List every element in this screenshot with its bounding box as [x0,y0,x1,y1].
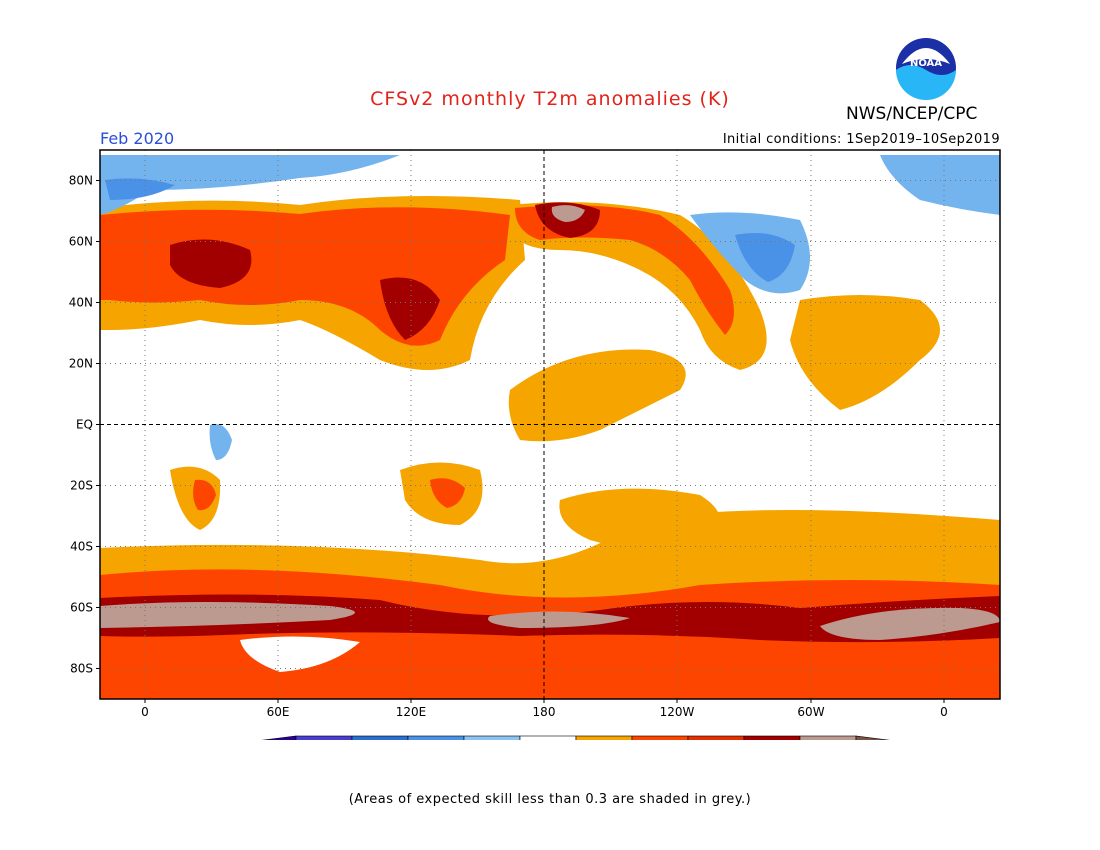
africa-strong-warm [193,479,216,511]
chart-title: CFSv2 monthly T2m anomalies (K) [370,88,730,110]
longitude-labels: 0 60E 120E 180 120W 60W 0 [141,699,948,719]
lat-label: 40S [70,540,93,554]
arctic-cool-west [100,155,400,215]
lon-label: 0 [141,705,149,719]
south-pacific-warm [559,488,720,549]
canada-very-cool [735,232,795,282]
colorbar-segment [687,735,745,740]
latitude-labels: 80N 60N 40N 20N EQ 20S 40S 60S 80S [69,174,100,676]
colorbar: −4−3−2−1−0.50.51234 [261,735,891,740]
north-atlantic-warm [790,295,940,410]
colorbar-segment [743,735,801,740]
australia-strong-warm [430,478,465,508]
map-gridlines [100,150,1000,699]
lat-label: 80S [70,662,93,676]
bering-extreme-warm [551,205,585,222]
southern-extreme-warm-2 [488,611,630,628]
lon-label: 0 [940,705,948,719]
colorbar-arrow-low [261,735,297,740]
agency-label: NWS/NCEP/CPC [846,104,978,124]
lon-label: 60E [267,705,290,719]
north-pacific-warm [510,202,767,370]
colorbar-segment [351,735,409,740]
lat-label: 20S [70,479,93,493]
colorbar-segment [463,735,521,740]
colorbar-segment [575,735,633,740]
lat-label: EQ [76,418,93,432]
lat-label: 60S [70,601,93,615]
arctic-very-cool-west [105,178,175,200]
colorbar-arrow-high [855,735,891,740]
eurasia-very-warm-1 [170,239,252,288]
noaa-logo: NOAA [896,38,956,100]
lat-label: 60N [69,235,93,249]
lat-label: 20N [69,357,93,371]
noaa-logo-text: NOAA [910,58,942,69]
lon-label: 60W [797,705,824,719]
southern-extreme-warm-3 [820,607,1000,640]
colorbar-segment [799,735,857,740]
arctic-cool-east [880,155,1000,215]
antarctic-cool-patch [240,636,360,672]
southern-extreme-warm-1 [100,602,355,628]
colorbar-segment [295,735,353,740]
colorbar-segment [519,735,577,740]
africa-cool [209,424,232,460]
eurasia-very-warm-2 [380,277,440,340]
lon-label: 120E [396,705,427,719]
lon-label: 180 [533,705,556,719]
lat-label: 40N [69,296,93,310]
colorbar-segment [407,735,465,740]
tropical-pacific-warm [508,349,686,442]
forecast-month: Feb 2020 [100,129,175,148]
lon-label: 120W [660,705,695,719]
noaa-logo-gull [902,48,950,64]
initial-conditions: Initial conditions: 1Sep2019–10Sep2019 [722,132,1000,147]
lat-label: 80N [69,174,93,188]
anomaly-map: 80N 60N 40N 20N EQ 20S 40S 60S 80S 0 60E 120E 180 12… [69,149,1001,740]
footnote: (Areas of expected skill less than 0.3 a… [348,792,752,807]
noaa-logo-wave [896,65,956,100]
colorbar-segment [631,735,689,740]
